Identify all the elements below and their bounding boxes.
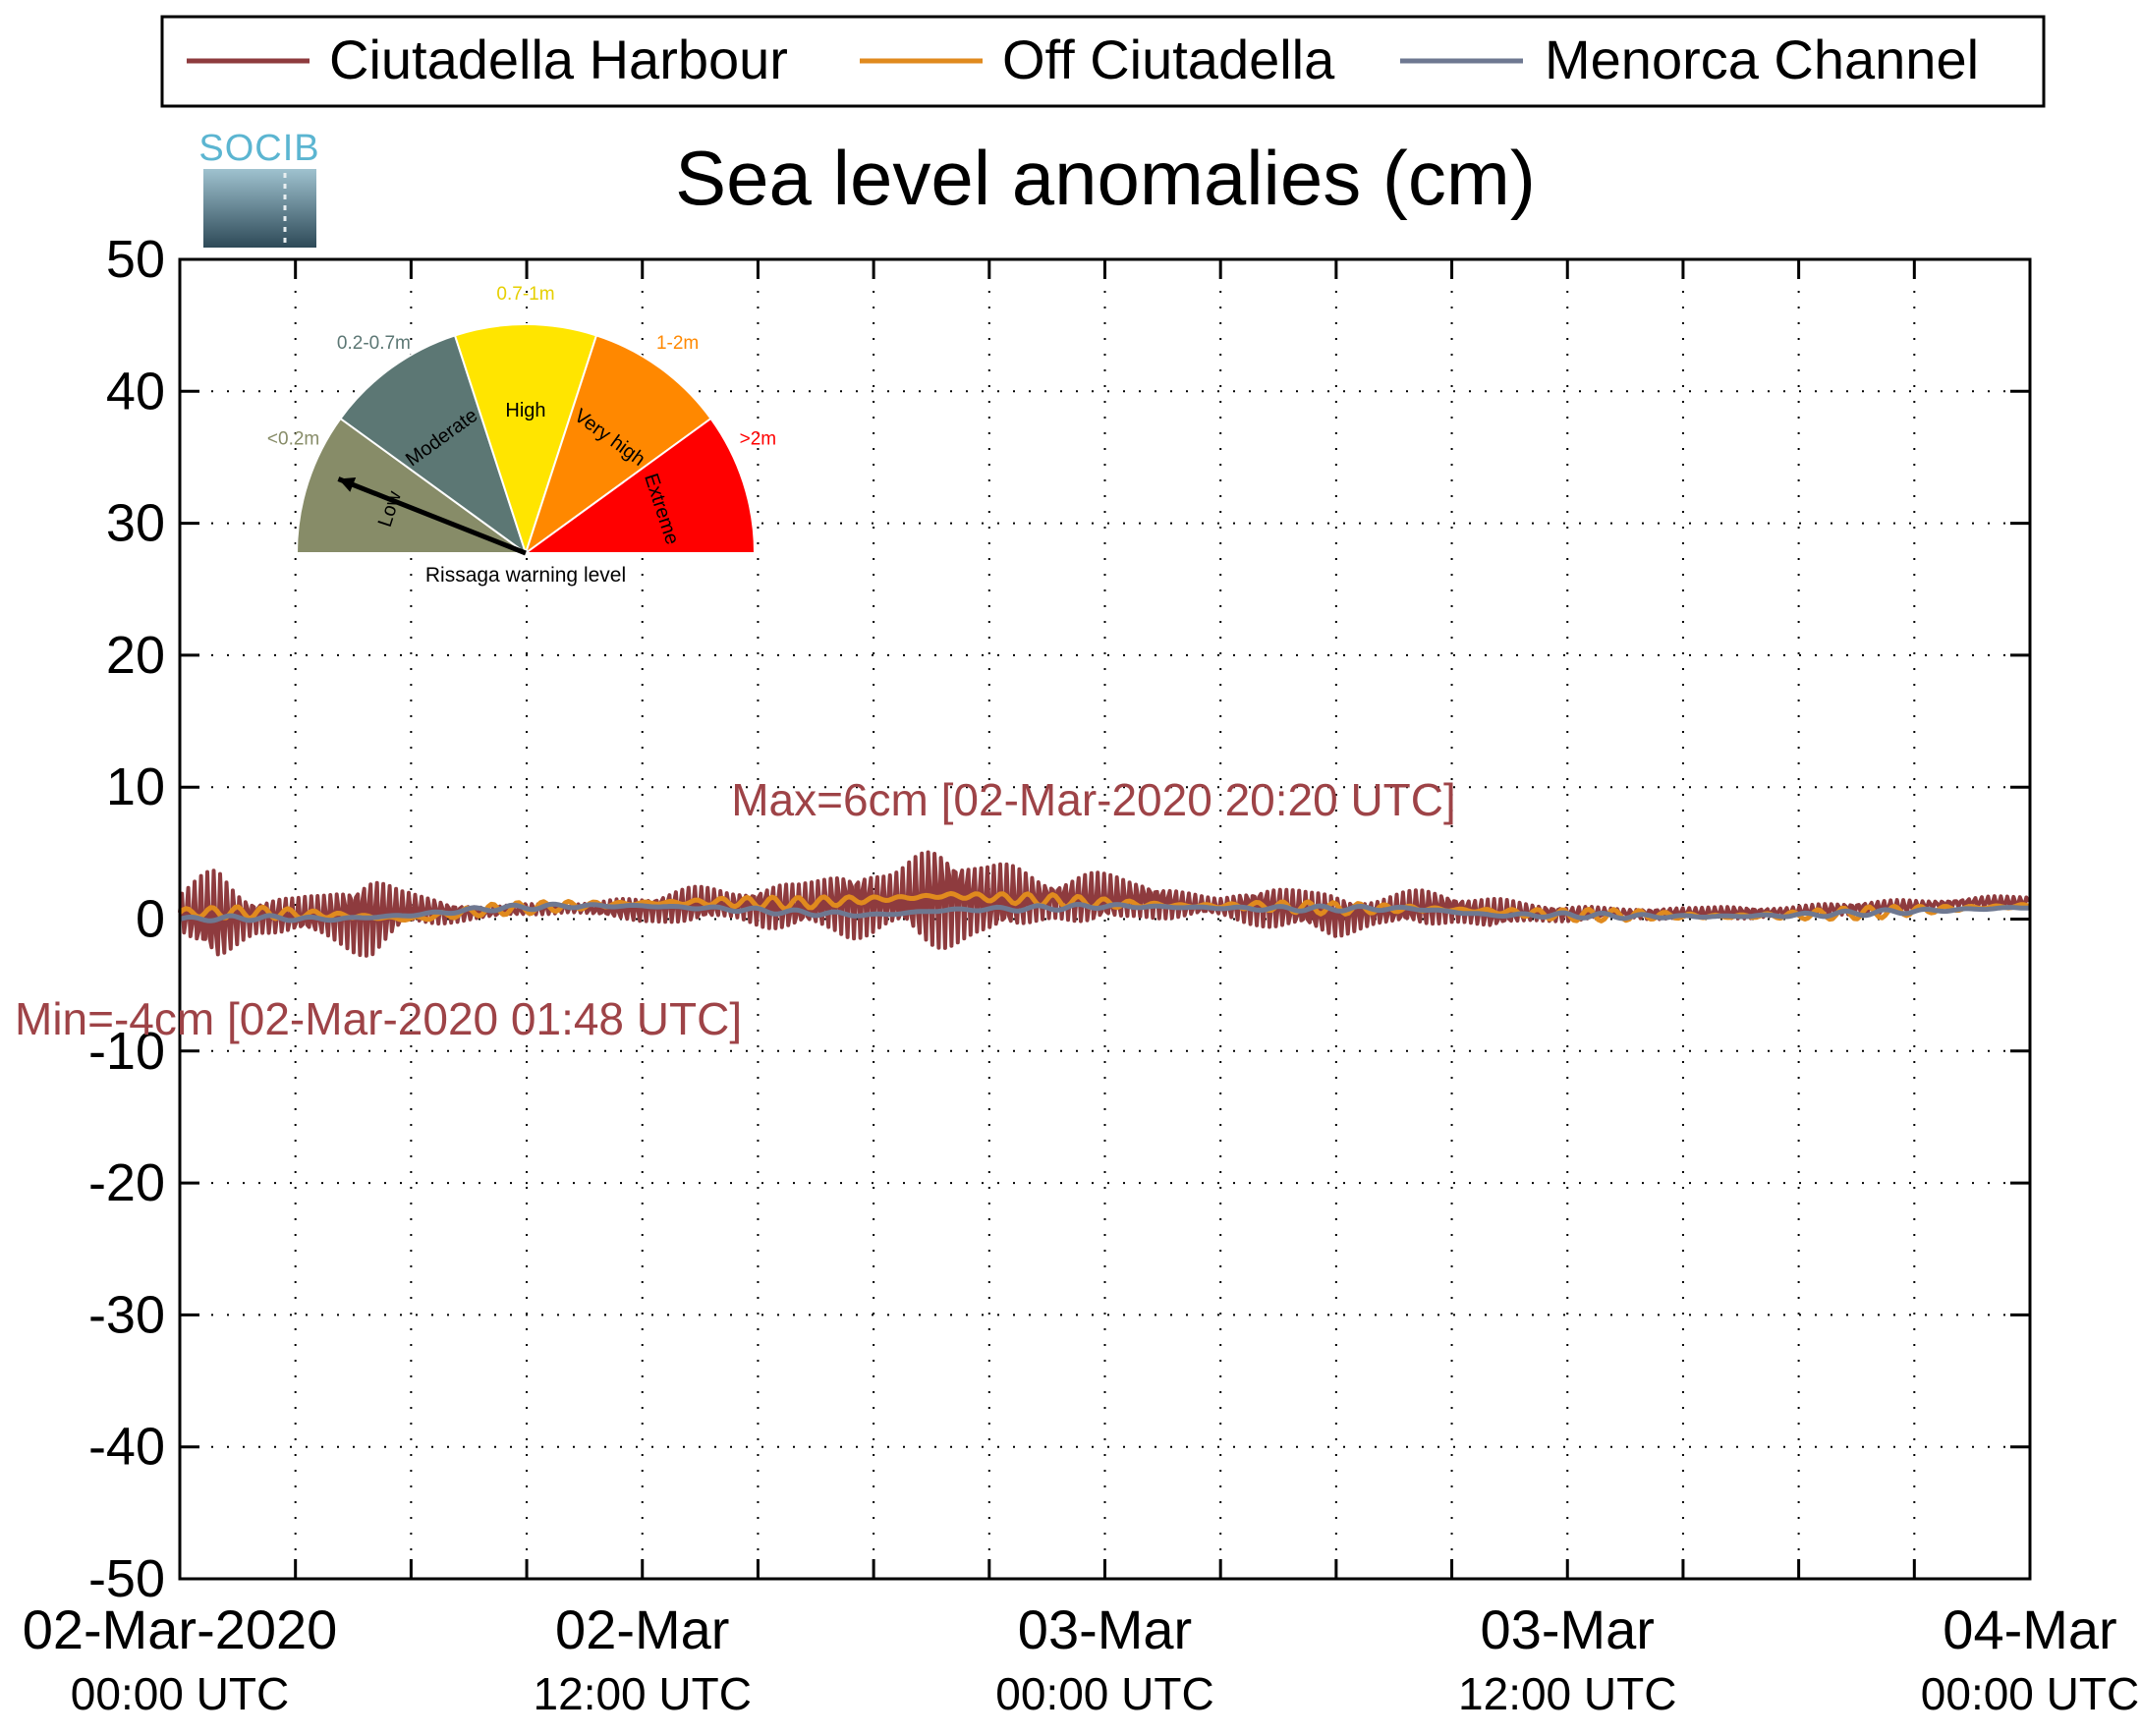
- gauge-range-label: 0.2-0.7m: [337, 333, 411, 354]
- x-tick-label-time: 00:00 UTC: [1921, 1668, 2139, 1719]
- gauge-range-label: <0.2m: [267, 429, 319, 450]
- gauge-sector-moderate: [339, 334, 528, 556]
- gauge-range-label: >2m: [740, 429, 777, 450]
- x-tick-label-date: 04-Mar: [1943, 1598, 2116, 1660]
- y-tick-label: -10: [88, 1022, 165, 1081]
- y-tick-label: 10: [106, 757, 165, 816]
- x-tick-label-date: 03-Mar: [1018, 1598, 1192, 1660]
- y-tick-label: 30: [106, 494, 165, 553]
- socib-logo-text: SOCIB: [198, 128, 319, 169]
- x-axis: 02-Mar-2020 00:00 UTC 02-Mar 12:00 UTC 03-Ma…: [23, 259, 2139, 1719]
- min-annotation: Min=-4cm [02-Mar-2020 01:48 UTC]: [15, 993, 742, 1044]
- gauge-sector-extreme: [522, 417, 757, 554]
- series-layer: [178, 850, 2031, 958]
- gauge-needle-head: [338, 477, 357, 492]
- socib-logo: SOCIB: [198, 128, 319, 248]
- chart-title: Sea level anomalies (cm): [675, 135, 1536, 221]
- x-tick-label-time: 00:00 UTC: [995, 1668, 1213, 1719]
- gauge-sector-very-high: [524, 334, 712, 556]
- y-tick-label: -20: [88, 1153, 165, 1212]
- gauge-range-label: 0.7-1m: [496, 284, 554, 305]
- legend-label-2: Menorca Channel: [1545, 28, 1979, 90]
- y-tick-label: -40: [88, 1418, 165, 1477]
- gauge-sector-label: High: [505, 400, 545, 421]
- gauge-sector-high: [453, 322, 598, 557]
- gauge-needle: [337, 476, 527, 556]
- max-annotation: Max=6cm [02-Mar-2020 20:20 UTC]: [731, 774, 1456, 825]
- x-tick-label-date: 02-Mar: [555, 1598, 729, 1660]
- y-tick-label: -50: [88, 1549, 165, 1608]
- x-tick-label-time: 12:00 UTC: [1458, 1668, 1676, 1719]
- x-tick-label-time: 00:00 UTC: [71, 1668, 289, 1719]
- x-tick-label-date: 02-Mar-2020: [23, 1598, 338, 1660]
- plot-frame: [178, 257, 2032, 1581]
- gauge-caption: Rissaga warning level: [425, 564, 626, 587]
- series-menorca-channel: [179, 901, 2031, 924]
- y-tick-label: 50: [106, 230, 165, 289]
- legend-label-0: Ciutadella Harbour: [329, 28, 788, 90]
- gauge-sector-low: [295, 417, 530, 554]
- legend: Ciutadella Harbour Off Ciutadella Menorca …: [160, 15, 2046, 108]
- y-tick-label: 0: [136, 890, 165, 949]
- y-tick-label: 20: [106, 626, 165, 685]
- legend-label-1: Off Ciutadella: [1002, 28, 1335, 90]
- x-tick-label-date: 03-Mar: [1481, 1598, 1655, 1660]
- grid-lines: [180, 259, 2030, 1579]
- y-axis: -50 -40 -30 -20 -10 0 10 20 30 40 50: [88, 230, 2030, 1608]
- y-tick-label: 40: [106, 362, 165, 420]
- y-tick-label: -30: [88, 1285, 165, 1344]
- gauge-range-label: 1-2m: [656, 333, 699, 354]
- x-tick-label-time: 12:00 UTC: [534, 1668, 752, 1719]
